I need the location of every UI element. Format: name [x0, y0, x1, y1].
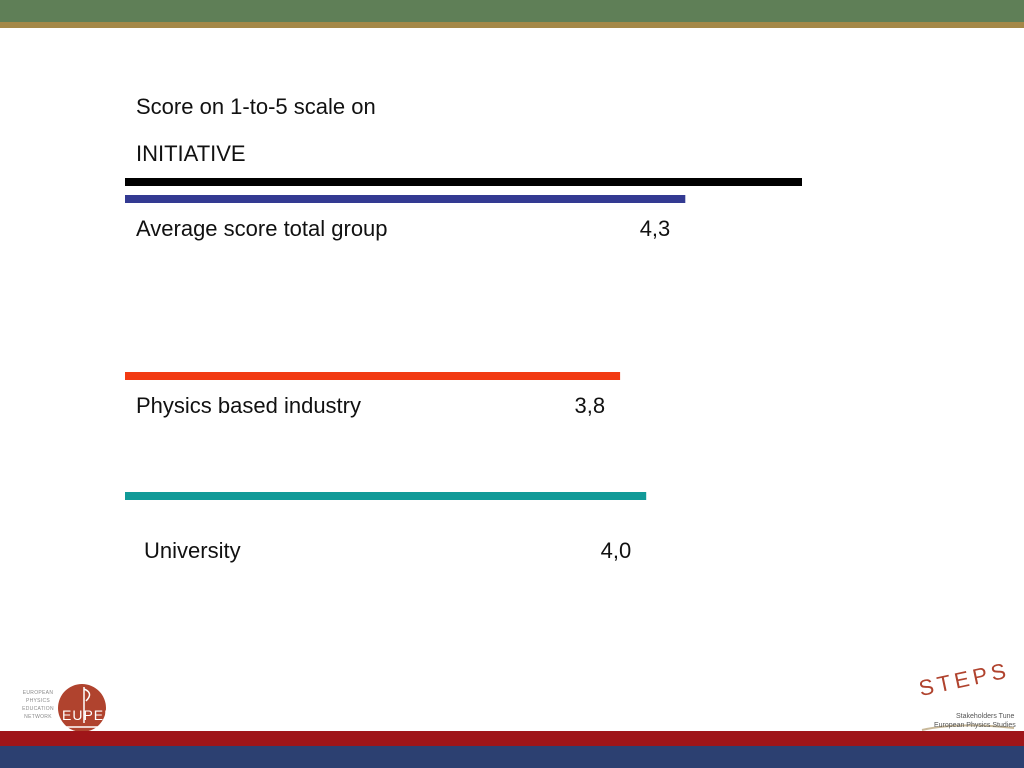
eupen-text-line: EUROPEAN	[22, 690, 54, 696]
top-gold-stripe	[0, 22, 1024, 28]
eupen-logo: EUROPEAN PHYSICS EDUCATION NETWORK EUPEN	[10, 683, 114, 733]
top-header-band	[0, 0, 1024, 22]
bar-university	[125, 492, 647, 500]
steps-text-line: European Physics Studies	[934, 722, 1016, 729]
bar-physics-industry	[125, 372, 621, 380]
value-label-university: 4,0	[600, 538, 632, 563]
eupen-mark: EUPEN	[62, 707, 116, 723]
eupen-text-line: PHYSICS	[25, 698, 51, 704]
eupen-text-line: NETWORK	[24, 714, 52, 720]
chart-subtitle: INITIATIVE	[136, 141, 246, 166]
bottom-blue-band	[0, 746, 1024, 768]
bar-total-group	[125, 195, 686, 203]
eupen-emblem	[56, 684, 110, 732]
category-label-university: University	[144, 538, 241, 563]
bottom-red-band	[0, 731, 1024, 746]
reference-bar	[125, 178, 802, 186]
category-label-total: Average score total group	[136, 216, 388, 241]
bars-layer	[125, 195, 686, 500]
eupen-text-line: EDUCATION	[22, 706, 54, 712]
value-label-total: 4,3	[639, 216, 671, 241]
steps-logo: STEPS Stakeholders Tune European Physics…	[917, 657, 1018, 734]
category-label-industry: Physics based industry	[136, 393, 361, 418]
steps-emblem	[921, 724, 1015, 731]
steps-text-line: Stakeholders Tune	[956, 713, 1015, 720]
value-label-industry: 3,8	[574, 393, 606, 418]
chart-title: Score on 1-to-5 scale on	[136, 94, 376, 119]
